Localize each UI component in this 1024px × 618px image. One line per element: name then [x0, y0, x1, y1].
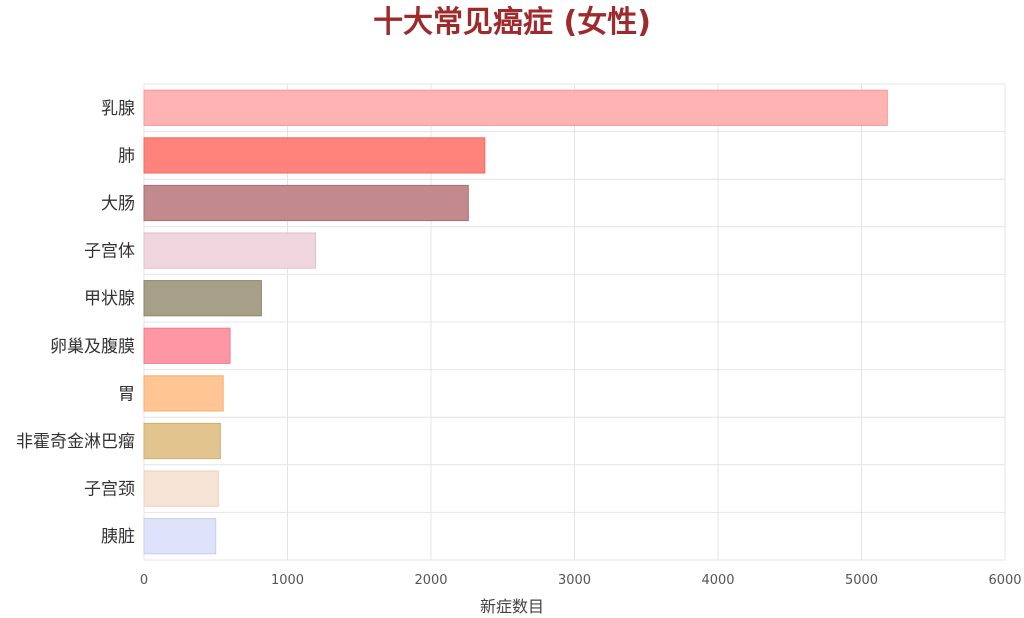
bar — [143, 232, 316, 269]
x-tick-label: 6000 — [988, 573, 1021, 588]
x-tick-label: 4000 — [701, 573, 734, 588]
bar — [143, 518, 217, 555]
category-label: 卵巢及腹膜 — [50, 337, 135, 357]
category-label: 大肠 — [101, 194, 135, 214]
category-label: 肺 — [118, 146, 135, 166]
grid-lines — [143, 83, 1006, 561]
bar — [143, 375, 224, 412]
x-tick-label: 1000 — [271, 573, 304, 588]
x-tick-label: 0 — [140, 573, 148, 588]
x-tick-label: 2000 — [414, 573, 447, 588]
bar — [143, 327, 231, 364]
category-label: 非霍奇金淋巴瘤 — [16, 432, 135, 452]
category-label: 乳腺 — [101, 99, 135, 119]
bar — [143, 470, 219, 507]
x-tick-labels: 0 1000 2000 3000 4000 5000 6000 — [140, 573, 1022, 588]
x-axis-title: 新症数目 — [480, 597, 544, 616]
category-label: 胰脏 — [101, 527, 135, 547]
category-label: 胃 — [118, 384, 135, 404]
category-label: 子宫体 — [84, 242, 135, 262]
x-tick-label: 3000 — [558, 573, 591, 588]
bars — [143, 89, 888, 555]
bar — [143, 137, 486, 174]
x-tick-label: 5000 — [845, 573, 878, 588]
chart-title: 十大常见癌症 (女性) — [373, 5, 651, 40]
category-label: 甲状腺 — [84, 289, 135, 309]
category-label: 子宫颈 — [84, 480, 135, 500]
bar — [143, 184, 469, 222]
bar — [143, 280, 262, 317]
bar — [143, 89, 888, 126]
bar — [143, 422, 221, 460]
